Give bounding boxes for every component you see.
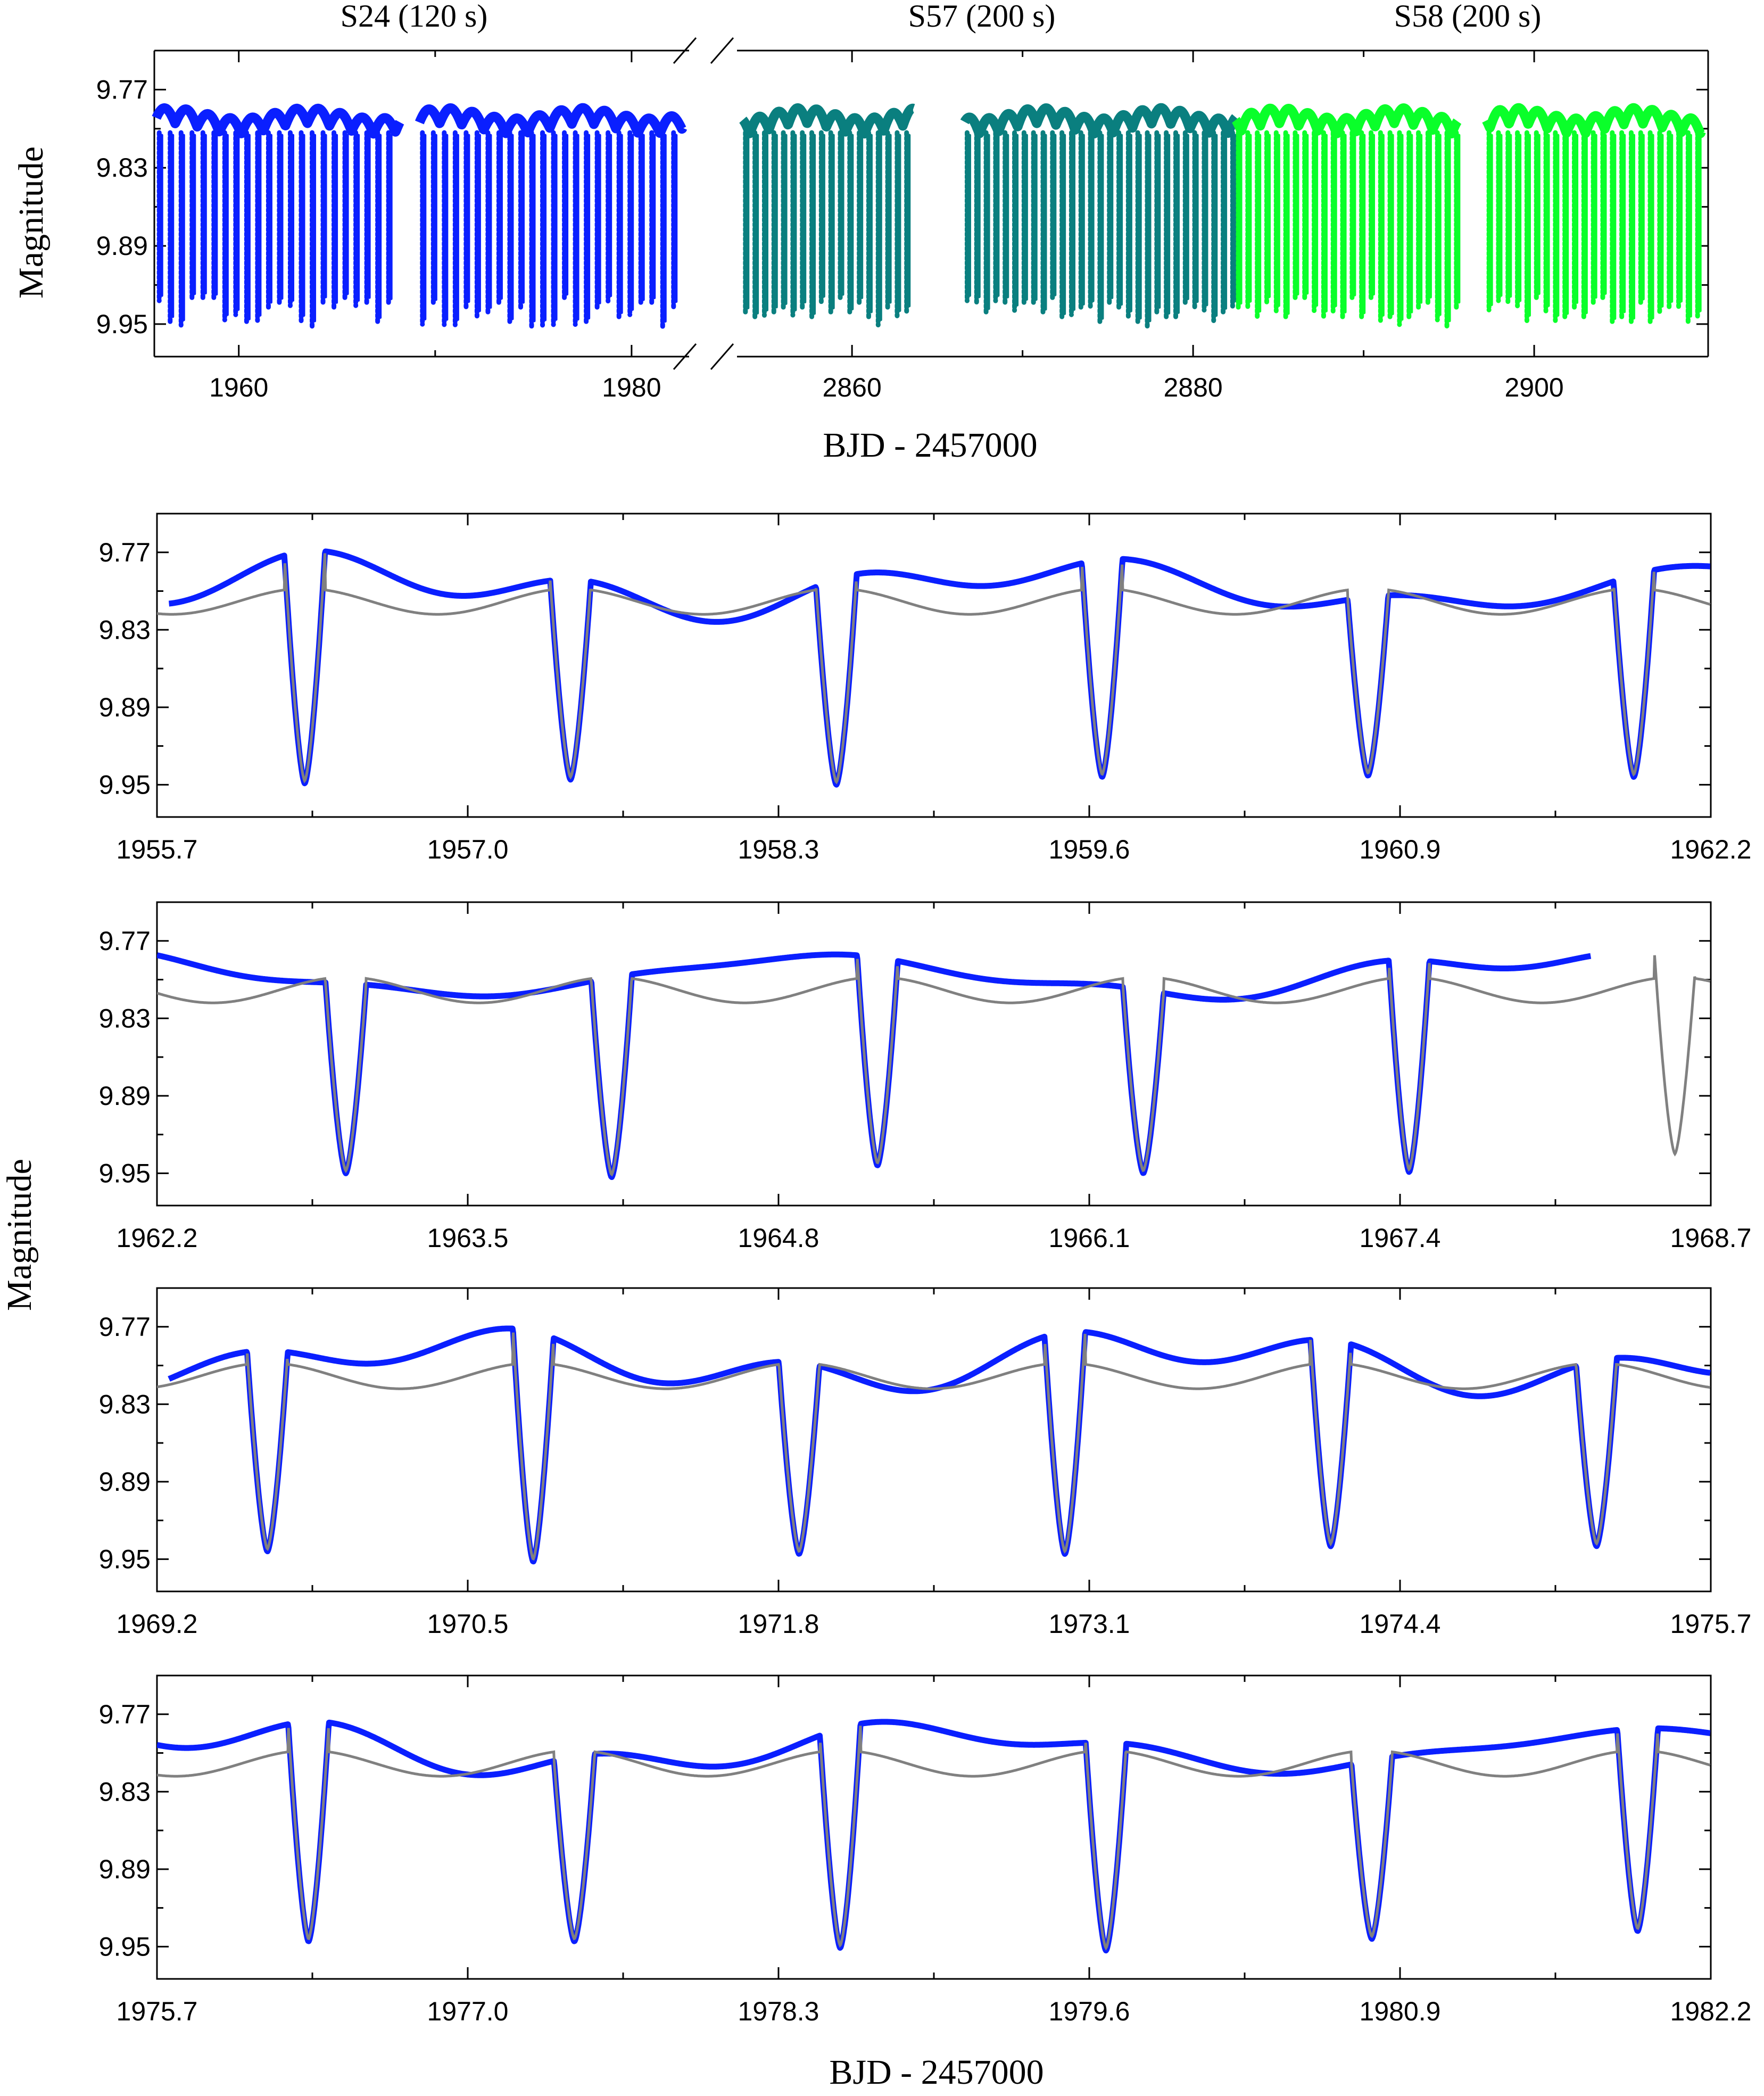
- model-series: [157, 1726, 1711, 1951]
- x-tick-label: 1966.1: [1049, 1223, 1130, 1253]
- x-tick-label: 1974.4: [1360, 1609, 1441, 1639]
- x-tick-label: 1960.9: [1360, 835, 1441, 864]
- y-tick-label: 9.89: [96, 231, 148, 261]
- observed-data-series: [167, 1325, 1711, 1565]
- y-tick-label: 9.77: [99, 538, 151, 567]
- axis-break-mark: [673, 343, 697, 370]
- y-tick-label: 9.95: [99, 1158, 151, 1188]
- x-tick-label: 1964.8: [738, 1223, 819, 1253]
- x-tick-label: 2860: [823, 373, 882, 402]
- axis-break-mark: [710, 37, 734, 64]
- x-tick-label: 2880: [1164, 373, 1223, 402]
- x-tick-label: 1960: [209, 373, 268, 402]
- legend-label-s24: S24 (120 s): [341, 0, 488, 34]
- series-envelope: [1482, 103, 1706, 138]
- zoom-panel-3: 9.77 9.83 9.89 9.95 1969.2 1970.5 1971.8 1973.1…: [99, 1287, 1752, 1639]
- observed-light-curve: [167, 548, 1711, 788]
- observed-data-series: [167, 548, 1711, 788]
- legend-label-s57: S57 (200 s): [908, 0, 1056, 34]
- x-tick-label: 1967.4: [1360, 1223, 1441, 1253]
- observed-light-curve: [167, 1325, 1711, 1565]
- x-tick-label: 1973.1: [1049, 1609, 1130, 1639]
- legend-label-s58: S58 (200 s): [1394, 0, 1542, 34]
- zoom-panel-2: 9.77 9.83 9.89 9.95 1962.2 1963.5 1964.8 1966.1…: [99, 901, 1752, 1253]
- shared-y-axis-title: Magnitude: [0, 1159, 39, 1311]
- y-tick-label: 9.95: [99, 1932, 151, 1961]
- series-envelope: [1231, 103, 1462, 139]
- top-x-axis-title: BJD - 2457000: [823, 426, 1037, 465]
- y-tick-label: 9.89: [99, 1081, 151, 1111]
- plot-frame: [156, 901, 1712, 1207]
- x-tick-label: 1975.7: [1670, 1609, 1752, 1639]
- observed-light-curve: [157, 1719, 1711, 1954]
- x-tick-label: 1982.2: [1670, 1996, 1752, 2026]
- y-tick-label: 9.89: [99, 692, 151, 722]
- y-tick-label: 9.89: [99, 1854, 151, 1884]
- x-tick-label: 1980.9: [1360, 1996, 1441, 2026]
- top-y-axis-title: Magnitude: [12, 146, 51, 299]
- zoom-panel-1: 9.77 9.83 9.89 9.95 1955.7 1957.0 1958.3 1959.6…: [99, 513, 1752, 864]
- x-tick-label: 1975.7: [117, 1996, 198, 2026]
- model-series: [157, 955, 1711, 1177]
- zoom-panel-4: 9.77 9.83 9.89 9.95 1975.7 1977.0 1978.3 1979.6…: [99, 1674, 1752, 2026]
- y-tick-label: 9.95: [96, 309, 148, 339]
- y-tick-label: 9.89: [99, 1467, 151, 1497]
- y-tick-label: 9.77: [96, 75, 148, 104]
- x-tick-label: 1970.5: [427, 1609, 509, 1639]
- y-tick-label: 9.77: [99, 926, 151, 956]
- x-tick-label: 1962.2: [117, 1223, 198, 1253]
- x-tick-label: 1958.3: [738, 835, 819, 864]
- model-series: [157, 1332, 1711, 1561]
- model-light-curve: [157, 1726, 1711, 1951]
- series-s57: [738, 103, 1240, 329]
- bottom-x-axis-title: BJD - 2457000: [829, 2053, 1044, 2092]
- y-tick-label: 9.83: [99, 1777, 151, 1806]
- plot-frame: [156, 1287, 1712, 1592]
- y-tick-label: 9.95: [99, 1544, 151, 1574]
- series-envelope: [738, 103, 918, 139]
- y-tick-label: 9.83: [99, 615, 151, 645]
- axis-break-mark: [710, 343, 734, 370]
- y-tick-label: 9.83: [96, 153, 148, 183]
- x-tick-label: 1978.3: [738, 1996, 819, 2026]
- y-tick-label: 9.77: [99, 1699, 151, 1729]
- x-tick-label: 1969.2: [117, 1609, 198, 1639]
- x-tick-label: 1959.6: [1049, 835, 1130, 864]
- model-light-curve: [157, 553, 1711, 785]
- model-series: [157, 553, 1711, 785]
- x-tick-label: 1955.7: [117, 835, 198, 864]
- x-tick-label: 1968.7: [1670, 1223, 1752, 1253]
- series-envelope: [960, 103, 1240, 139]
- x-tick-label: 1979.6: [1049, 1996, 1130, 2026]
- x-tick-label: 1971.8: [738, 1609, 819, 1639]
- series-s24: [152, 103, 688, 329]
- x-tick-label: 1977.0: [427, 1996, 509, 2026]
- overview-panel: 9.77 9.83 9.89 9.95 1960 1980 2860 2880 2900: [96, 37, 1709, 402]
- series-envelope: [152, 103, 404, 139]
- x-tick-label: 1963.5: [427, 1223, 509, 1253]
- x-tick-label: 1957.0: [427, 835, 509, 864]
- x-tick-label: 1980: [602, 373, 661, 402]
- axis-break-mark: [673, 37, 697, 64]
- y-tick-label: 9.95: [99, 770, 151, 799]
- series-envelope: [415, 103, 688, 138]
- y-tick-label: 9.77: [99, 1312, 151, 1342]
- observed-data-series: [157, 1719, 1711, 1954]
- plot-frame: [156, 1674, 1712, 1980]
- plot-frame: [156, 513, 1712, 818]
- series-s58: [1231, 103, 1706, 329]
- model-light-curve: [157, 955, 1711, 1177]
- x-tick-label: 1962.2: [1670, 835, 1752, 864]
- model-light-curve: [157, 1332, 1711, 1561]
- x-tick-label: 2900: [1504, 373, 1563, 402]
- y-tick-label: 9.83: [99, 1003, 151, 1033]
- y-tick-label: 9.83: [99, 1389, 151, 1419]
